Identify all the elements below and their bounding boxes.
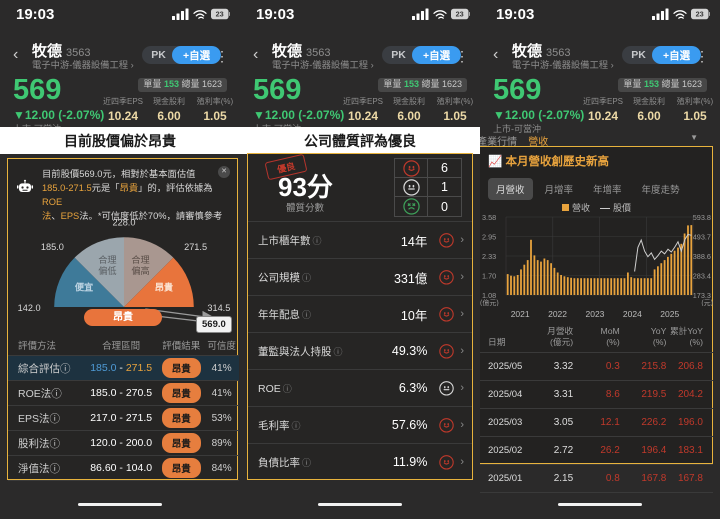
svg-text:昂貴: 昂貴: [155, 281, 174, 292]
svg-text:合理: 合理: [98, 254, 116, 265]
svg-text:493.7: 493.7: [693, 233, 711, 242]
svg-text:合理: 合理: [131, 254, 149, 265]
svg-text:(元): (元): [701, 299, 713, 306]
svg-text:271.5: 271.5: [184, 242, 207, 252]
svg-text:便宜: 便宜: [75, 281, 93, 292]
svg-text:3.58: 3.58: [482, 213, 496, 222]
svg-text:228.0: 228.0: [112, 218, 135, 228]
svg-text:(億元): (億元): [480, 298, 499, 306]
svg-text:23: 23: [456, 10, 464, 19]
svg-text:23: 23: [216, 10, 224, 19]
svg-text:2.33: 2.33: [482, 252, 496, 261]
svg-text:2.95: 2.95: [482, 233, 496, 242]
svg-text:23: 23: [696, 10, 704, 19]
svg-text:173.3: 173.3: [693, 291, 711, 300]
svg-text:1.08: 1.08: [482, 291, 496, 300]
svg-text:偏高: 偏高: [131, 265, 149, 276]
svg-text:185.0: 185.0: [41, 242, 64, 252]
svg-text:593.8: 593.8: [693, 213, 711, 222]
svg-text:314.5: 314.5: [207, 303, 230, 313]
svg-text:388.6: 388.6: [693, 252, 711, 261]
svg-text:偏低: 偏低: [98, 265, 116, 276]
svg-text:142.0: 142.0: [18, 303, 41, 313]
svg-text:1.70: 1.70: [482, 272, 496, 281]
svg-text:283.4: 283.4: [693, 272, 711, 281]
